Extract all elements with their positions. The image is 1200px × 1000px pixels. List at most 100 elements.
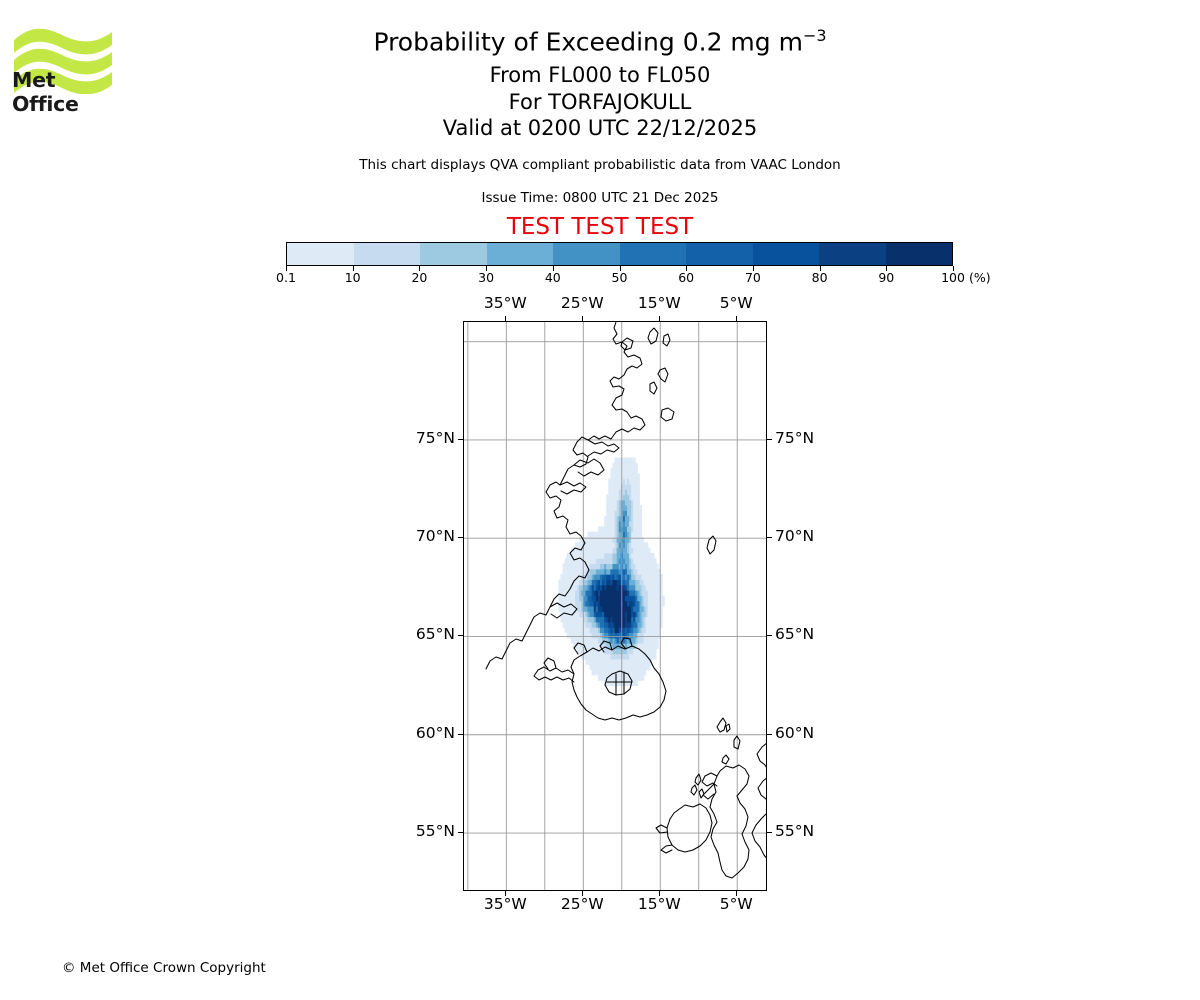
probability-cell	[618, 669, 622, 676]
probability-cell	[570, 600, 574, 607]
probability-cell	[614, 542, 618, 549]
probability-cell	[637, 669, 640, 676]
probability-cell	[612, 473, 615, 480]
probability-cell	[577, 579, 580, 586]
probability-cell	[639, 595, 642, 602]
probability-cell	[618, 468, 622, 474]
probability-cell	[654, 611, 657, 618]
probability-cell	[572, 632, 576, 639]
colorbar-tick	[352, 266, 354, 271]
probability-cell	[593, 606, 597, 612]
probability-cell	[633, 664, 636, 671]
probability-cell	[631, 526, 634, 533]
probability-cell	[558, 579, 561, 586]
probability-cell	[631, 606, 634, 612]
probability-cell	[595, 542, 599, 549]
probability-cell	[610, 547, 613, 554]
probability-cell	[622, 515, 626, 522]
probability-cell	[641, 621, 645, 628]
probability-cell	[614, 531, 618, 538]
greenland-island-b	[662, 333, 671, 347]
probability-cell	[629, 621, 632, 628]
probability-cell	[635, 616, 638, 623]
probability-cell	[602, 552, 605, 559]
probability-cell	[629, 616, 632, 623]
probability-cell	[610, 579, 613, 586]
probability-cell	[602, 558, 605, 565]
probability-cell	[614, 584, 618, 591]
probability-cell	[572, 595, 576, 602]
probability-cell	[637, 489, 640, 496]
probability-cell	[639, 537, 642, 543]
probability-cell	[614, 568, 618, 575]
probability-cell	[604, 616, 607, 623]
probability-cell	[649, 600, 653, 607]
probability-cell	[572, 600, 576, 607]
probability-cell	[637, 473, 640, 480]
probability-cell	[610, 468, 613, 474]
probability-cell	[641, 552, 645, 559]
probability-cell	[579, 621, 582, 628]
probability-cell	[633, 616, 636, 623]
probability-cell	[651, 632, 655, 639]
hebrides-islands-a	[694, 773, 702, 786]
probability-cell	[602, 659, 605, 665]
probability-cell	[631, 457, 634, 464]
probability-cell	[639, 606, 642, 612]
probability-cell	[610, 611, 613, 618]
probability-cell	[579, 627, 582, 633]
probability-cell	[581, 558, 584, 565]
probability-cell	[595, 616, 599, 623]
probability-cell	[599, 600, 603, 607]
probability-cell	[635, 584, 638, 591]
probability-cell	[604, 611, 607, 618]
probability-cell	[643, 648, 647, 655]
probability-cell	[591, 552, 595, 559]
probability-cell	[643, 664, 647, 671]
probability-cell	[616, 611, 620, 618]
probability-cell	[637, 478, 640, 485]
probability-cell	[612, 558, 615, 565]
probability-cell	[647, 606, 651, 612]
probability-cell	[583, 600, 586, 607]
probability-cell	[624, 637, 628, 644]
probability-cell	[645, 616, 649, 623]
probability-cell	[616, 510, 620, 517]
map-canvas	[464, 322, 766, 890]
probability-cell	[631, 537, 634, 543]
chart-title-exponent: −3	[802, 26, 827, 45]
ireland-detail-sw	[660, 844, 673, 854]
probability-cell	[631, 568, 634, 575]
orkney-islands	[721, 754, 730, 765]
probability-cell	[631, 547, 634, 554]
probability-cell	[597, 563, 601, 570]
probability-cell	[658, 590, 661, 596]
probability-cell	[651, 558, 655, 565]
probability-cell	[629, 653, 632, 660]
probability-cell	[647, 558, 651, 565]
probability-cell	[606, 659, 609, 665]
probability-cell	[612, 680, 615, 687]
probability-cell	[579, 606, 582, 612]
probability-cell	[587, 574, 591, 580]
probability-cell	[616, 664, 620, 671]
probability-cell	[624, 468, 628, 474]
probability-cell	[633, 611, 636, 618]
probability-cell	[641, 637, 645, 644]
probability-cell	[583, 637, 586, 644]
probability-cell	[633, 680, 636, 687]
probability-cell	[631, 558, 634, 565]
probability-cell	[635, 574, 638, 580]
lon-tick-mark	[582, 316, 584, 321]
probability-cell	[649, 627, 653, 633]
probability-cell	[589, 606, 593, 612]
probability-cell	[597, 568, 601, 575]
probability-cell	[593, 637, 597, 644]
probability-cell	[597, 537, 601, 543]
probability-cell	[610, 521, 613, 527]
probability-cell	[606, 558, 609, 565]
probability-cell	[579, 584, 582, 591]
probability-cell	[587, 595, 591, 602]
probability-cell	[656, 579, 659, 586]
probability-cell	[608, 632, 611, 639]
